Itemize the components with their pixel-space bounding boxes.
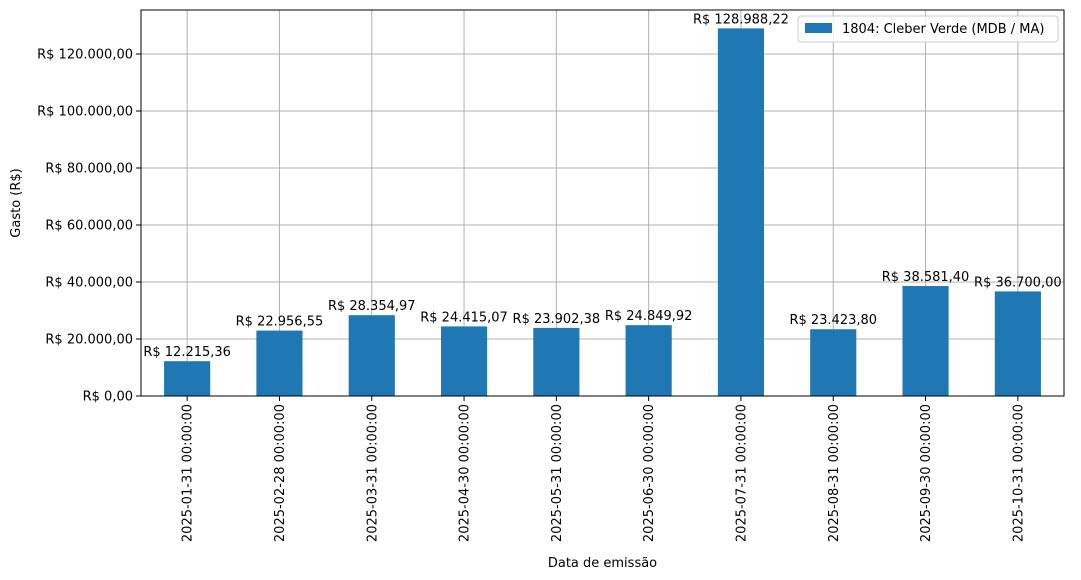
bar-value-labels: R$ 12.215,36 R$ 22.956,55 R$ 28.354,97 R$ 2… [143, 12, 1061, 360]
y-tick-label: R$ 20.000,00 [45, 332, 133, 347]
x-tick-label: 2025-04-30 00:00:00 [458, 404, 473, 542]
bar [810, 329, 857, 396]
bar-value-label: R$ 38.581,40 [882, 270, 970, 285]
y-axis: R$ 0,00 R$ 20.000,00 R$ 40.000,00 R$ 60.000… [37, 47, 141, 405]
bar-value-label: R$ 128.988,22 [693, 12, 789, 27]
bar-value-label: R$ 24.849,92 [605, 309, 693, 324]
y-tick-label: R$ 80.000,00 [45, 161, 133, 176]
bar [902, 286, 949, 396]
bar [533, 327, 580, 396]
y-tick-label: R$ 120.000,00 [37, 47, 133, 62]
bar-value-label: R$ 12.215,36 [143, 345, 231, 360]
x-tick-label: 2025-06-30 00:00:00 [642, 404, 657, 542]
bar-value-label: R$ 36.700,00 [974, 275, 1062, 290]
legend-entry: 1804: Cleber Verde (MDB / MA) [842, 22, 1044, 37]
y-axis-title: Gasto (R$) [9, 168, 24, 237]
bar [440, 326, 488, 396]
x-tick-label: 2025-09-30 00:00:00 [919, 404, 934, 542]
legend-box [797, 15, 1059, 43]
bar [256, 330, 303, 396]
bar [348, 315, 395, 396]
bar-value-label: R$ 23.423,80 [789, 313, 877, 328]
y-tick-label: R$ 100.000,00 [37, 104, 133, 119]
x-axis: 2025-01-31 00:00:00 2025-02-28 00:00:00 20… [181, 396, 1026, 542]
bars [164, 28, 1041, 396]
x-tick-label: 2025-03-31 00:00:00 [365, 404, 380, 542]
legend: 1804: Cleber Verde (MDB / MA) [797, 15, 1059, 43]
bar [164, 361, 211, 396]
y-tick-label: R$ 0,00 [83, 390, 133, 405]
y-tick-label: R$ 60.000,00 [45, 218, 133, 233]
legend-swatch [805, 23, 832, 33]
x-tick-label: 2025-02-28 00:00:00 [273, 404, 288, 542]
bar-value-label: R$ 28.354,97 [328, 299, 416, 314]
bar [625, 325, 672, 396]
bar-value-label: R$ 22.956,55 [236, 315, 324, 330]
x-tick-label: 2025-10-31 00:00:00 [1011, 404, 1026, 542]
bar [717, 28, 765, 396]
bar-value-label: R$ 23.902,38 [513, 312, 601, 327]
bar [994, 291, 1041, 396]
x-axis-title: Data de emissão [548, 556, 657, 571]
x-tick-label: 2025-07-31 00:00:00 [734, 404, 749, 542]
x-tick-label: 2025-05-31 00:00:00 [550, 404, 565, 542]
plot-frame [140, 9, 1065, 397]
x-tick-label: 2025-08-31 00:00:00 [827, 404, 842, 542]
bar-value-label: R$ 24.415,07 [420, 310, 508, 325]
x-tick-label: 2025-01-31 00:00:00 [181, 404, 196, 542]
y-tick-label: R$ 40.000,00 [45, 275, 133, 290]
